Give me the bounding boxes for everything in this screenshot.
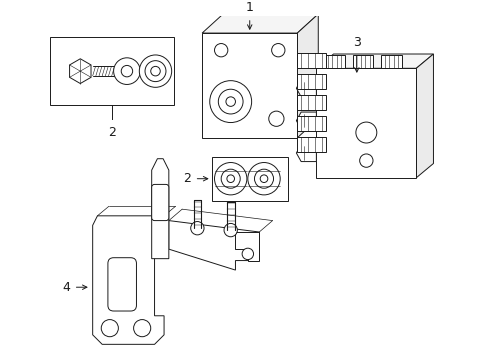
Circle shape: [221, 169, 240, 188]
Polygon shape: [296, 144, 316, 162]
Polygon shape: [415, 54, 432, 178]
Circle shape: [214, 162, 246, 195]
Circle shape: [150, 66, 160, 76]
Circle shape: [260, 175, 267, 183]
Polygon shape: [235, 232, 259, 261]
Polygon shape: [168, 221, 259, 270]
Circle shape: [225, 97, 235, 106]
Text: 4: 4: [62, 281, 70, 294]
Polygon shape: [93, 216, 164, 344]
Bar: [324, 55, 344, 68]
Circle shape: [224, 224, 237, 237]
Bar: [113, 264, 130, 305]
Polygon shape: [296, 80, 316, 97]
Circle shape: [133, 320, 150, 337]
Text: 1: 1: [245, 1, 253, 14]
Text: 3: 3: [352, 36, 360, 49]
Bar: [297, 95, 325, 110]
Bar: [297, 137, 325, 152]
Text: 2: 2: [107, 126, 115, 139]
Circle shape: [271, 44, 285, 57]
Polygon shape: [202, 14, 318, 33]
Polygon shape: [316, 54, 432, 68]
Polygon shape: [69, 59, 91, 84]
Circle shape: [214, 44, 227, 57]
Bar: [211, 157, 287, 201]
Circle shape: [121, 66, 132, 77]
Polygon shape: [297, 14, 318, 138]
Circle shape: [101, 320, 118, 337]
Circle shape: [190, 221, 203, 235]
Circle shape: [359, 154, 372, 167]
Bar: [202, 33, 297, 138]
FancyBboxPatch shape: [108, 258, 136, 311]
Circle shape: [226, 175, 234, 183]
Circle shape: [145, 61, 165, 82]
Polygon shape: [296, 112, 316, 129]
Bar: [352, 55, 373, 68]
Circle shape: [209, 81, 251, 122]
Polygon shape: [151, 159, 168, 259]
FancyBboxPatch shape: [151, 184, 168, 221]
Bar: [297, 74, 325, 89]
Circle shape: [218, 89, 243, 114]
Circle shape: [247, 162, 280, 195]
Circle shape: [254, 169, 273, 188]
Text: 2: 2: [183, 172, 190, 185]
Circle shape: [242, 248, 253, 260]
Bar: [50, 37, 173, 105]
Circle shape: [355, 122, 376, 143]
Bar: [380, 55, 401, 68]
Circle shape: [113, 58, 140, 85]
Bar: [316, 68, 415, 178]
Bar: [297, 116, 325, 131]
Circle shape: [139, 55, 171, 87]
Bar: [297, 53, 325, 68]
Circle shape: [268, 111, 284, 126]
